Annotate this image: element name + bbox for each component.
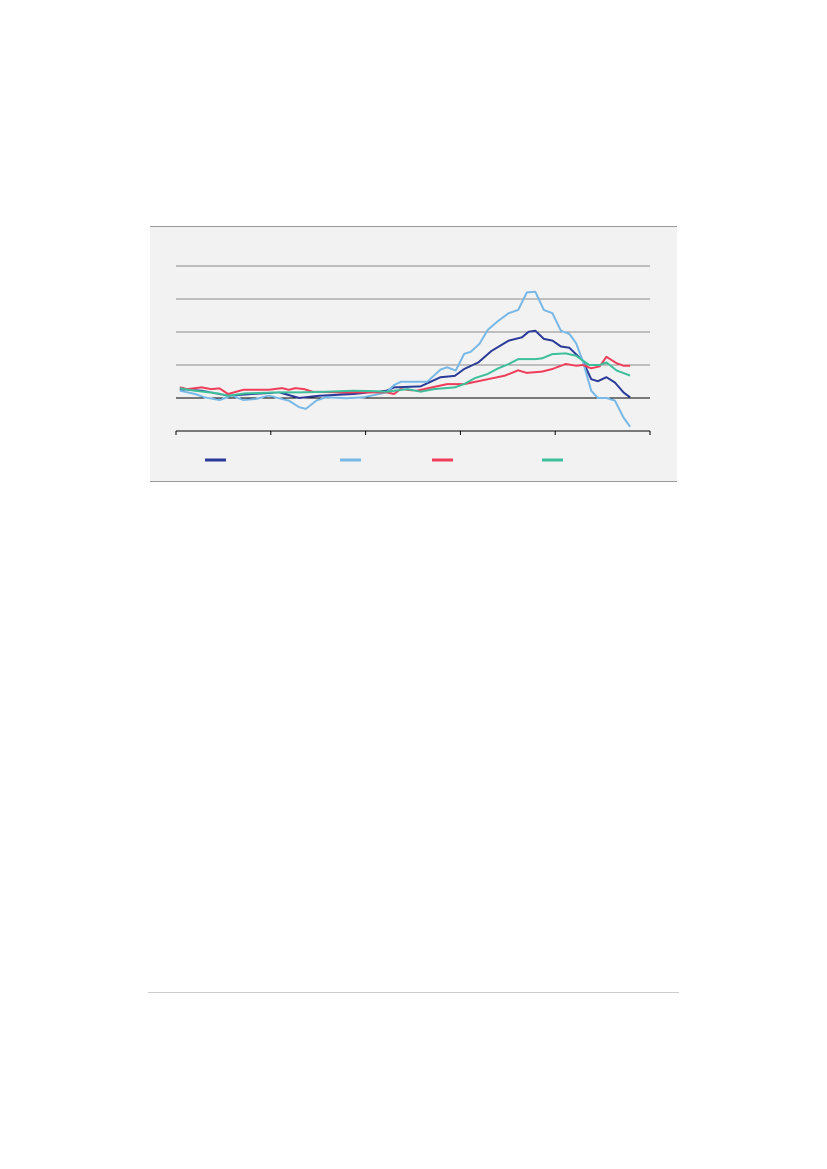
chart-panel xyxy=(150,226,677,482)
series-line-2 xyxy=(179,290,631,428)
line-chart xyxy=(175,265,651,462)
series-line-4 xyxy=(179,352,631,397)
series-line-1 xyxy=(179,329,631,399)
footer-divider xyxy=(148,992,679,993)
